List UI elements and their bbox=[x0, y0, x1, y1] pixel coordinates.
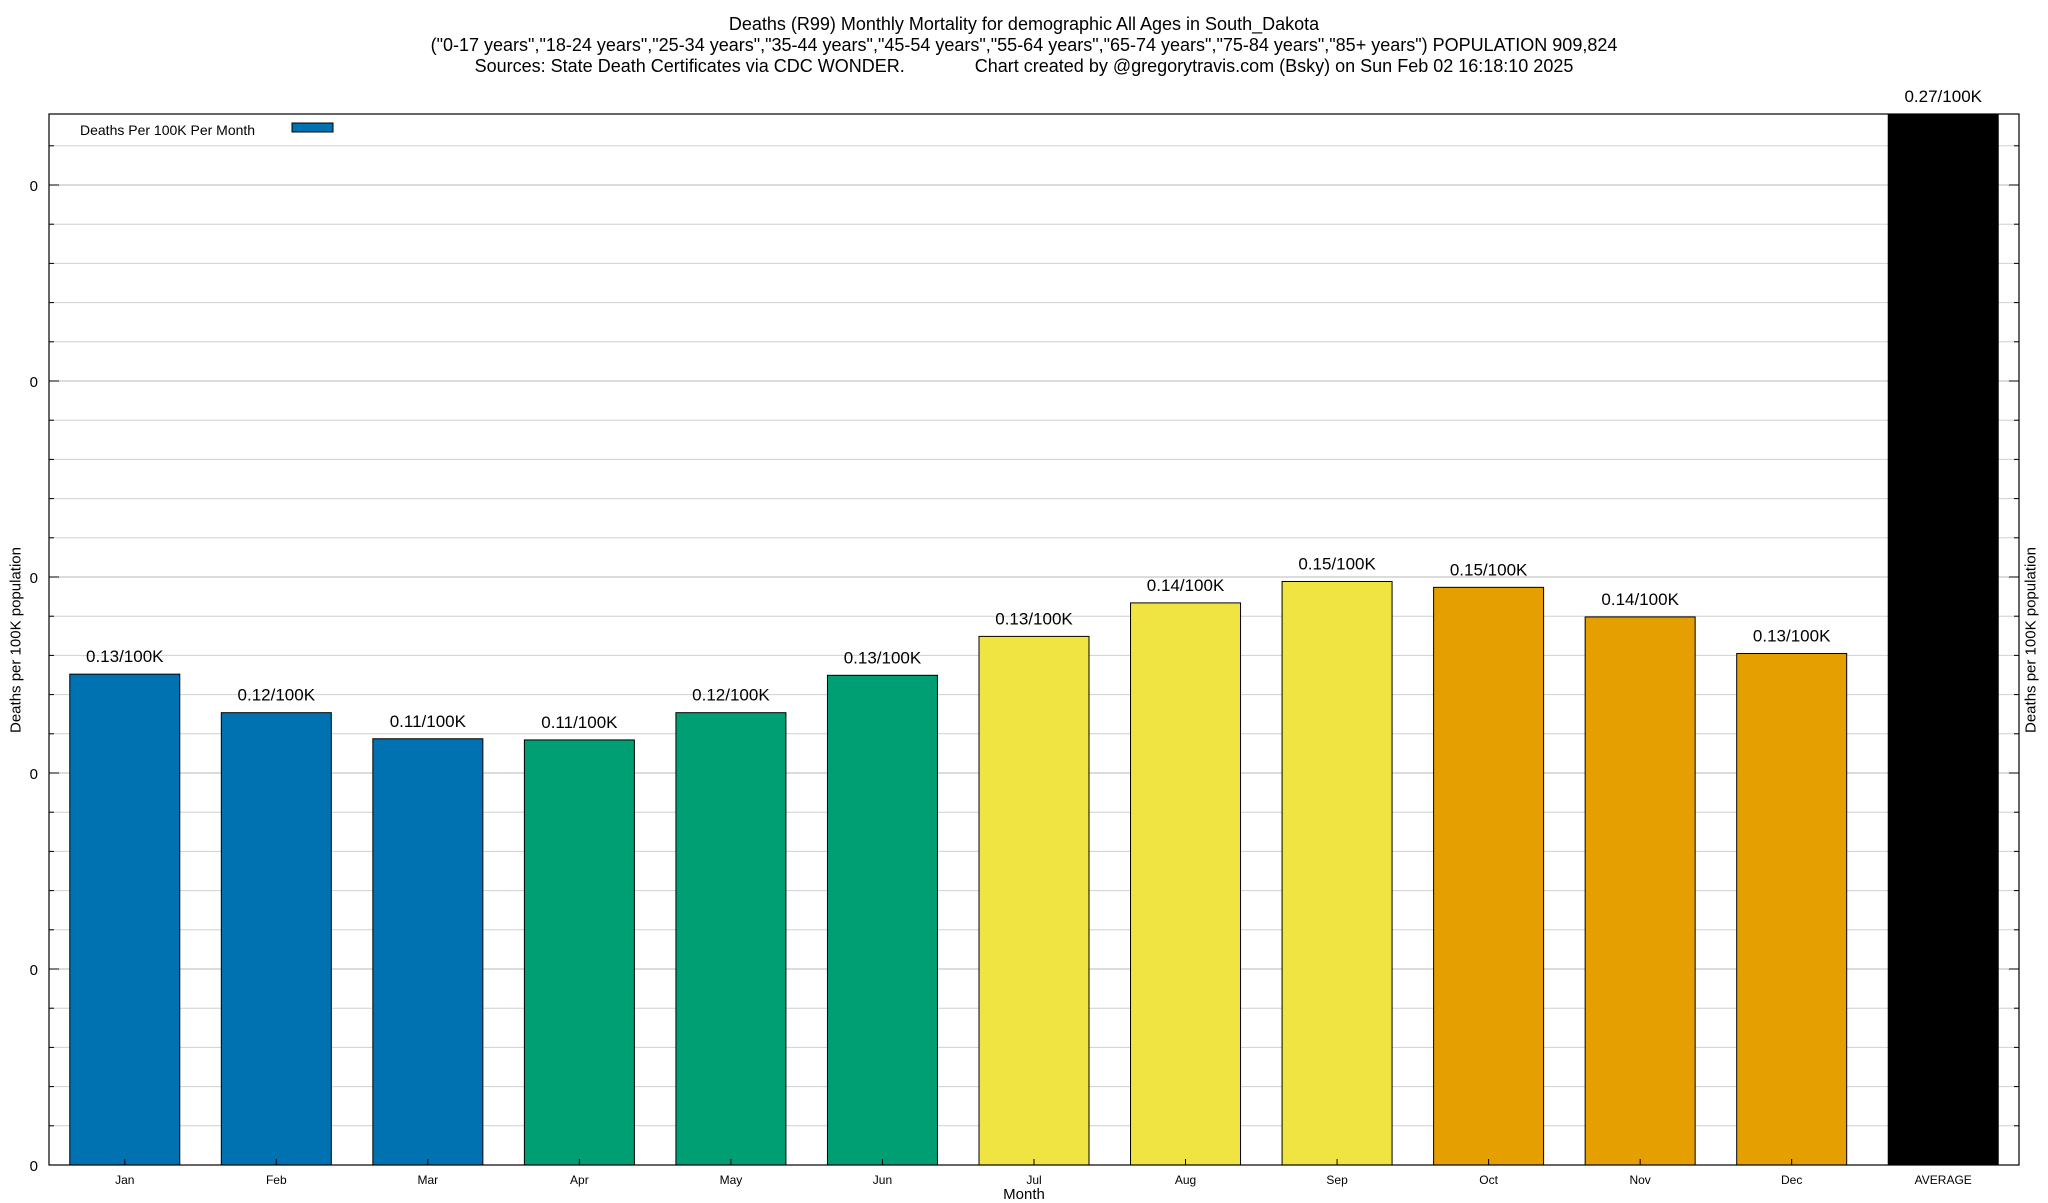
x-tick-label: Sep bbox=[1326, 1173, 1348, 1187]
x-tick-label: Nov bbox=[1629, 1173, 1650, 1187]
bar-apr bbox=[523, 739, 635, 1166]
x-tick-label: Dec bbox=[1781, 1173, 1802, 1187]
x-tick-label: Jun bbox=[873, 1173, 892, 1187]
data-label-mar: 0.11/100K bbox=[390, 712, 467, 731]
x-tick-label: Oct bbox=[1479, 1173, 1498, 1187]
bar-average bbox=[1887, 113, 1999, 1166]
title-line-3: Sources: State Death Certificates via CD… bbox=[474, 56, 1574, 76]
y-tick-label: 0 bbox=[30, 178, 38, 195]
x-tick-label: Jul bbox=[1026, 1173, 1041, 1187]
legend-swatch bbox=[291, 122, 334, 133]
y-tick-label: 0 bbox=[30, 962, 38, 979]
title-line-1: Deaths (R99) Monthly Mortality for demog… bbox=[728, 14, 1320, 34]
plot-frame bbox=[48, 113, 2020, 1166]
x-tick-label: Mar bbox=[418, 1173, 439, 1187]
chart-title: Deaths (R99) Monthly Mortality for demog… bbox=[0, 14, 2048, 77]
y-tick-label: 0 bbox=[30, 766, 38, 783]
x-axis-label: Month bbox=[1003, 1186, 1045, 1203]
bar-may bbox=[675, 712, 787, 1166]
bar-sep bbox=[1281, 581, 1393, 1166]
x-tick-label: Aug bbox=[1175, 1173, 1196, 1187]
x-tick-label: Jan bbox=[115, 1173, 134, 1187]
bar-mar bbox=[372, 738, 484, 1166]
bar-feb bbox=[220, 712, 332, 1166]
bar-nov bbox=[1584, 616, 1696, 1166]
bar-dec bbox=[1736, 653, 1848, 1166]
y-axis-label-left: Deaths per 100K population bbox=[7, 547, 25, 733]
data-label-dec: 0.13/100K bbox=[1753, 627, 1831, 646]
bar-jan bbox=[69, 673, 181, 1166]
data-label-jan: 0.13/100K bbox=[86, 647, 164, 666]
legend-label: Deaths Per 100K Per Month bbox=[80, 122, 255, 138]
data-label-sep: 0.15/100K bbox=[1298, 555, 1376, 574]
data-label-feb: 0.12/100K bbox=[238, 686, 316, 705]
x-tick-label: Feb bbox=[266, 1173, 287, 1187]
data-label-jul: 0.13/100K bbox=[995, 609, 1073, 628]
data-label-oct: 0.15/100K bbox=[1450, 560, 1528, 579]
data-label-apr: 0.11/100K bbox=[541, 713, 618, 732]
data-label-nov: 0.14/100K bbox=[1601, 590, 1679, 609]
data-label-jun: 0.13/100K bbox=[844, 648, 922, 667]
x-tick-label: May bbox=[720, 1173, 743, 1187]
bar-aug bbox=[1130, 602, 1242, 1166]
bar-jun bbox=[826, 674, 938, 1166]
title-line-2: ("0-17 years","18-24 years","25-34 years… bbox=[430, 35, 1618, 55]
x-tick-label: Apr bbox=[570, 1173, 589, 1187]
data-label-average: 0.27/100K bbox=[1904, 87, 1982, 106]
data-label-aug: 0.14/100K bbox=[1147, 576, 1225, 595]
y-tick-label: 0 bbox=[30, 1158, 38, 1175]
y-tick-label: 0 bbox=[30, 570, 38, 587]
y-tick-label: 0 bbox=[30, 374, 38, 391]
x-tick-label: AVERAGE bbox=[1915, 1173, 1972, 1187]
bar-oct bbox=[1433, 586, 1545, 1166]
bar-jul bbox=[978, 635, 1090, 1166]
y-axis-label-right: Deaths per 100K population bbox=[2022, 547, 2040, 733]
data-label-may: 0.12/100K bbox=[692, 686, 770, 705]
